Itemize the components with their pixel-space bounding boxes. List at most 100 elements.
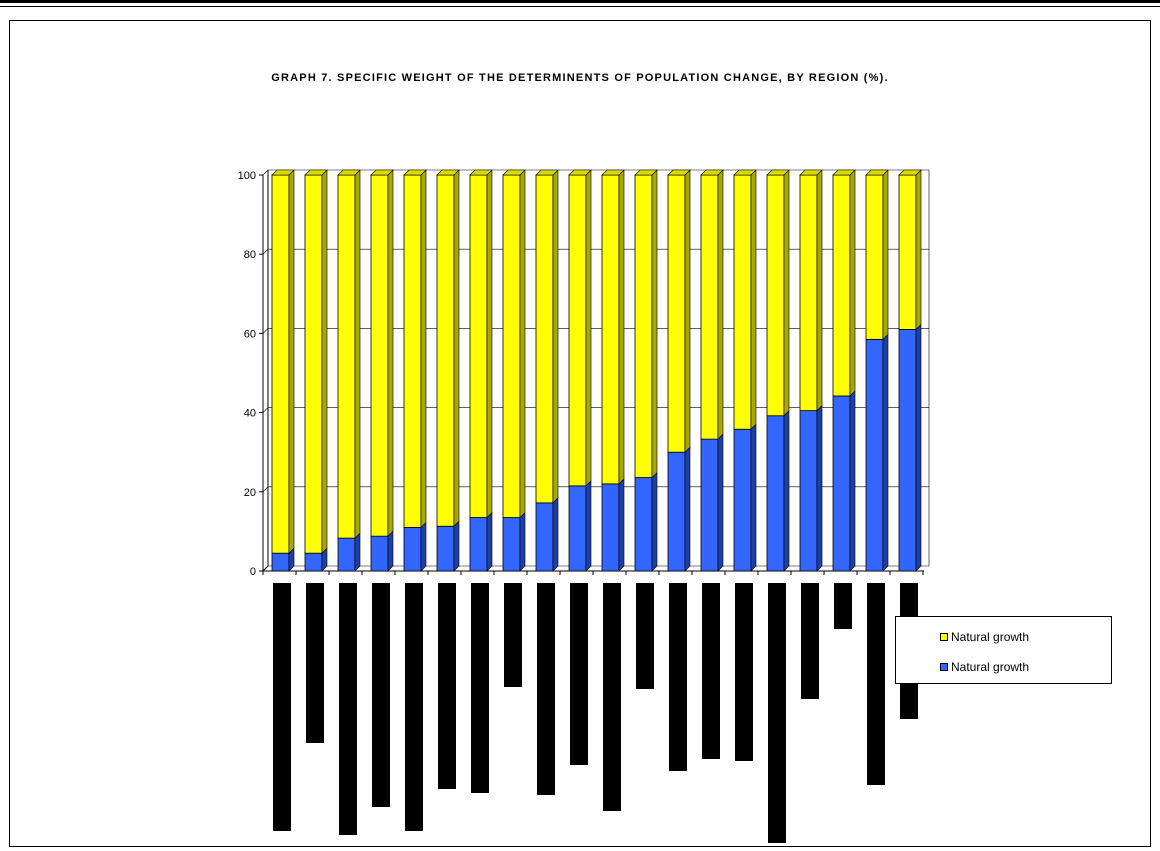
bar-side [585,169,592,487]
bar-side [849,169,856,397]
lower-bar [537,583,555,795]
bar-natural-growth-yellow [568,174,587,487]
bar-natural-growth-blue [865,338,884,572]
y-tick-label: 20 [244,487,256,499]
lower-bar [768,583,786,843]
bar-top [370,169,394,176]
bar-side [420,169,427,529]
lower-bar [273,583,291,831]
bar-side [552,169,559,504]
gridline [262,407,929,413]
legend-swatch-blue [940,663,948,671]
bar-natural-growth-yellow [436,174,455,527]
bar-natural-growth-yellow [337,174,356,539]
bar-side [717,169,724,440]
gridline [262,248,929,255]
lower-bar [603,583,621,811]
bar-side [816,169,823,412]
bar-natural-growth-blue [271,552,290,572]
y-tick-label: 0 [250,566,256,578]
lower-bar [735,583,753,761]
bar-top [766,169,790,176]
y-tick-label: 60 [244,328,256,340]
bar-natural-growth-yellow [469,174,488,518]
bar-natural-growth-blue [832,395,851,572]
lower-bar [702,583,720,759]
bar-natural-growth-yellow [667,174,686,453]
bar-natural-growth-blue [469,517,488,572]
bar-natural-growth-blue [568,485,587,572]
bar-side [552,497,559,572]
bar-top [469,169,493,176]
bar-side [321,169,328,554]
bar-top [535,169,559,176]
lower-bar [570,583,588,765]
bar-natural-growth-blue [337,537,356,572]
bar-side [420,521,427,572]
gridline [262,169,929,176]
bar-side [453,520,460,572]
chart-title: GRAPH 7. SPECIFIC WEIGHT OF THE DETERMIN… [271,72,889,84]
bar-natural-growth-yellow [502,174,521,518]
bar-top [667,169,691,176]
bar-natural-growth-blue [502,517,521,572]
bar-top [337,169,361,176]
bar-side [354,532,361,572]
plot-back-wall [262,170,269,572]
bar-top [832,169,856,176]
bar-top [502,169,526,176]
bar-top [700,169,724,176]
bar-side [585,480,592,572]
y-tick-label: 40 [244,408,256,420]
bar-natural-growth-yellow [766,174,785,417]
bar-natural-growth-yellow [535,174,554,504]
bar-side [750,169,757,430]
chart-frame [9,20,1151,847]
bar-top [733,169,757,176]
bar-side [486,169,493,519]
bar-natural-growth-blue [898,329,917,572]
bar-top [634,169,658,176]
bar-top [304,169,328,176]
bar-top [898,169,922,176]
bar-side [288,169,295,554]
bar-side [915,169,922,331]
bar-natural-growth-yellow [304,174,323,554]
bar-natural-growth-blue [634,477,653,572]
bar-natural-growth-blue [766,415,785,572]
bar-natural-growth-blue [370,535,389,572]
bar-natural-growth-yellow [799,174,818,412]
bar-natural-growth-blue [700,438,719,572]
lower-bar [834,583,852,629]
lower-bar [405,583,423,831]
bar-natural-growth-yellow [403,174,422,528]
bar-natural-growth-blue [601,483,620,572]
gridline [262,565,929,572]
bar-side [519,169,526,519]
bar-side [453,169,460,527]
bar-natural-growth-yellow [601,174,620,485]
legend: Natural growth Natural growth [895,616,1112,684]
top-rule-thin [0,6,1160,7]
bar-natural-growth-yellow [832,174,851,397]
legend-label: Natural growth [951,660,1030,674]
lower-bar [372,583,390,807]
bar-side [651,169,658,479]
bar-side [618,169,625,485]
bar-natural-growth-yellow [898,174,917,330]
bar-natural-growth-yellow [370,174,389,537]
gridline [262,486,929,493]
bar-top [865,169,889,176]
bar-top [436,169,460,176]
lower-bar [438,583,456,789]
bar-side [783,410,790,572]
gridline [262,328,929,334]
bar-side [387,530,394,572]
bar-side [651,471,658,572]
bar-natural-growth-yellow [733,174,752,430]
bar-natural-growth-blue [304,552,323,572]
bar-natural-growth-blue [799,410,818,572]
bar-natural-growth-blue [733,428,752,572]
bar-side [717,433,724,572]
